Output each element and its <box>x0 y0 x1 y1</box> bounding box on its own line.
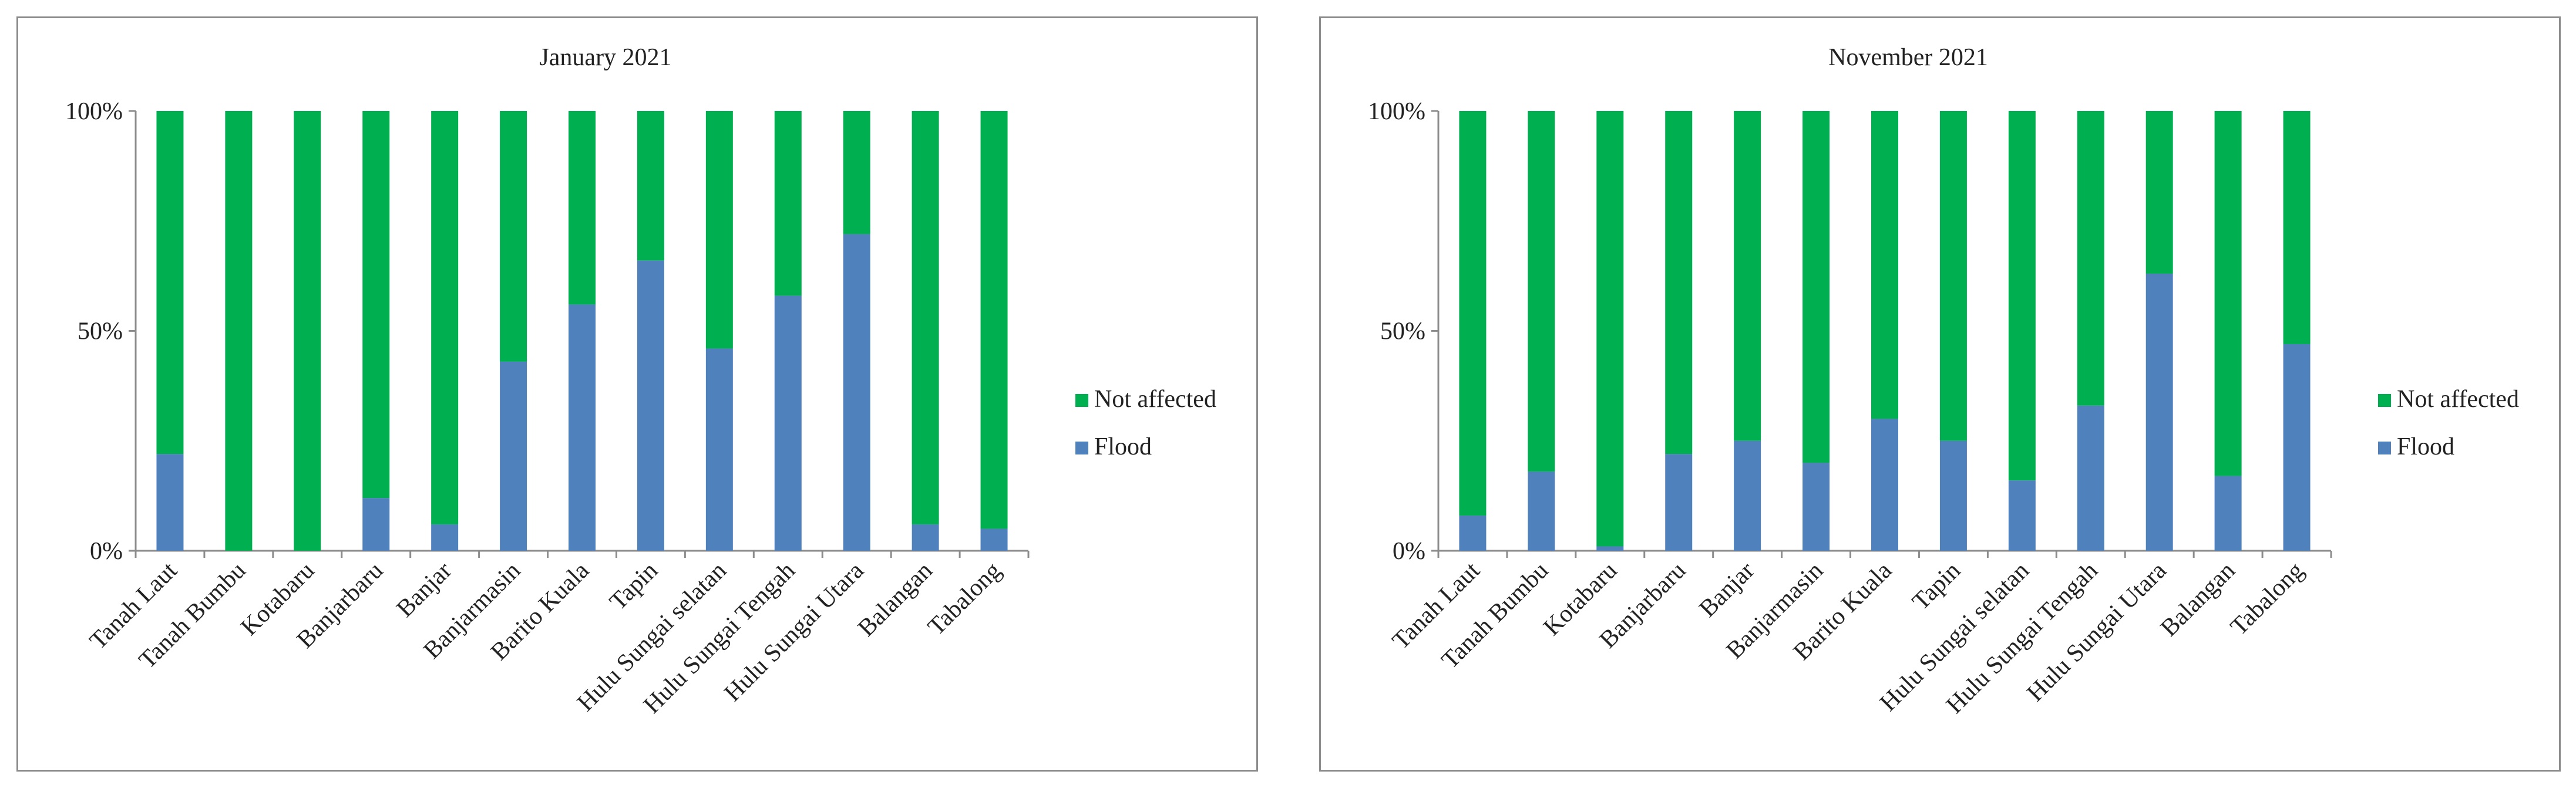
chart1-bar-flood-tanah-laut <box>1459 516 1487 551</box>
chart0-legend-swatch-not-affected <box>1075 394 1088 407</box>
chart0-bar-not-affected-banjarbaru <box>362 111 390 499</box>
chart1-y-tick-label: 100% <box>1368 98 1425 125</box>
chart1-bar-not-affected-hulu-sungai-utara <box>2145 111 2173 274</box>
chart0-bar-not-affected-tanah-laut <box>156 111 184 454</box>
chart0-bar-not-affected-balangan <box>912 111 939 525</box>
chart1-bar-not-affected-tanah-laut <box>1459 111 1487 516</box>
chart1-bar-not-affected-barito-kuala <box>1871 111 1898 419</box>
chart-panel-november: November 2021 0% 50% 100% Tanah Laut Tanah Bu… <box>1319 16 2561 772</box>
chart1-legend-swatch-flood <box>2378 442 2391 454</box>
chart0-bar-not-affected-hulu-sungai-selatan <box>705 111 733 349</box>
chart0-y-tick-label: 100% <box>65 98 123 125</box>
chart1-legend-label-not-affected: Not affected <box>2397 386 2519 413</box>
chart1-bar-flood-banjarbaru <box>1665 454 1693 551</box>
chart0-title: January 2021 <box>539 44 671 71</box>
chart1-category-label-tabalong: Tabalong <box>2225 557 2309 641</box>
chart1-category-label-tapin: Tapin <box>1907 557 1966 616</box>
chart-panel-january: January 2021 0% 50% 100% Tanah Laut Tanah Bum… <box>16 16 1258 772</box>
chart0-bar-flood-banjar <box>431 524 459 551</box>
chart0-bar-flood-tabalong <box>980 528 1008 551</box>
chart0-bar-not-affected-tanah-bumbu <box>225 111 253 551</box>
chart0-bar-not-affected-banjar <box>431 111 459 525</box>
chart0-bar-flood-barito-kuala <box>569 304 596 551</box>
chart1-y-tick-label: 0% <box>1393 538 1425 565</box>
chart0-bar-flood-hulu-sungai-utara <box>843 234 870 551</box>
chart1-bar-not-affected-banjarbaru <box>1665 111 1693 454</box>
chart0-y-tick-label: 50% <box>78 318 123 345</box>
chart1-bar-flood-banjarmasin <box>1802 463 1830 551</box>
chart1-category-label-balangan: Balangan <box>2155 557 2241 642</box>
chart1-bar-flood-barito-kuala <box>1871 419 1898 551</box>
chart1-legend-label-flood: Flood <box>2397 433 2454 460</box>
chart0-legend-swatch-flood <box>1075 442 1088 454</box>
chart0-bar-flood-banjarmasin <box>500 361 527 551</box>
chart0-bar-flood-tapin <box>637 260 664 551</box>
chart1-bar-not-affected-banjar <box>1734 111 1761 441</box>
chart1-bar-flood-hulu-sungai-tengah <box>2077 405 2104 551</box>
chart0-bar-not-affected-tabalong <box>980 111 1008 529</box>
chart1-bar-flood-tapin <box>1939 440 1967 551</box>
chart1-bar-not-affected-hulu-sungai-tengah <box>2077 111 2104 406</box>
chart0-bar-flood-balangan <box>912 524 939 551</box>
chart0-bar-not-affected-hulu-sungai-tengah <box>774 111 802 296</box>
chart0-category-label-tabalong: Tabalong <box>923 557 1007 641</box>
chart0-bar-not-affected-tapin <box>637 111 664 261</box>
chart1-bar-flood-banjar <box>1734 440 1761 551</box>
chart1-bar-not-affected-tanah-bumbu <box>1528 111 1555 472</box>
chart0-bar-flood-banjarbaru <box>362 498 390 551</box>
chart0-legend-label-flood: Flood <box>1094 433 1152 460</box>
chart1-category-label-banjar: Banjar <box>1694 557 1760 623</box>
chart1-bar-flood-tanah-bumbu <box>1528 472 1555 551</box>
chart1-bar-not-affected-balangan <box>2214 111 2242 476</box>
chart1-bar-flood-hulu-sungai-utara <box>2145 274 2173 551</box>
chart0-category-label-balangan: Balangan <box>853 557 938 642</box>
chart1-bar-not-affected-hulu-sungai-selatan <box>2008 111 2036 481</box>
chart0-legend-label-not-affected: Not affected <box>1094 386 1216 413</box>
chart1-bar-not-affected-banjarmasin <box>1802 111 1830 463</box>
chart0-bar-not-affected-banjarmasin <box>500 111 527 362</box>
chart0-bar-not-affected-hulu-sungai-utara <box>843 111 870 234</box>
chart0-category-label-banjar: Banjar <box>392 557 458 623</box>
chart1-bar-not-affected-tapin <box>1939 111 1967 441</box>
chart1-bar-flood-tabalong <box>2283 344 2311 551</box>
chart0-bar-not-affected-barito-kuala <box>569 111 596 305</box>
chart0-category-label-tapin: Tapin <box>604 557 663 616</box>
chart1-bar-flood-balangan <box>2214 476 2242 551</box>
chart0-bar-flood-hulu-sungai-tengah <box>774 295 802 551</box>
chart1-bar-flood-hulu-sungai-selatan <box>2008 480 2036 551</box>
chart1-bar-flood-kotabaru <box>1596 546 1624 551</box>
chart0-bar-flood-tanah-laut <box>156 454 184 551</box>
chart0-bar-not-affected-kotabaru <box>294 111 321 551</box>
chart1-y-tick-label: 50% <box>1380 318 1425 345</box>
chart1-title: November 2021 <box>1828 44 1988 71</box>
chart0-bar-flood-hulu-sungai-selatan <box>705 348 733 551</box>
chart0-y-tick-label: 0% <box>90 538 123 565</box>
chart1-bar-not-affected-kotabaru <box>1596 111 1624 547</box>
chart1-legend-swatch-not-affected <box>2378 394 2391 407</box>
chart1-bar-not-affected-tabalong <box>2283 111 2311 344</box>
